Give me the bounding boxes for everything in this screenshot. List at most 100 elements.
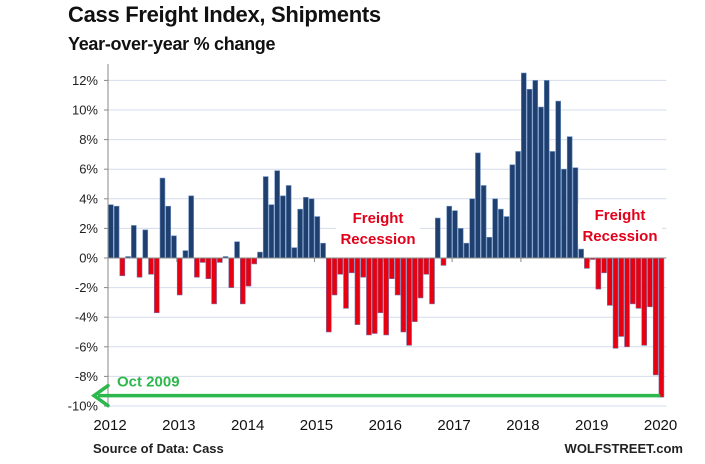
bar: [457, 228, 464, 259]
annotation-text: Freight: [353, 210, 404, 227]
chart-subtitle: Year-over-year % change: [68, 34, 276, 54]
bar: [205, 257, 212, 280]
bar: [584, 257, 590, 269]
y-tick-label: -4%: [75, 310, 99, 325]
bar: [561, 168, 567, 259]
annotation-background: [578, 204, 662, 244]
bar: [652, 257, 659, 376]
bar: [159, 177, 166, 259]
bar: [148, 257, 154, 275]
bar: [343, 257, 349, 309]
bar: [469, 198, 475, 259]
y-tick-label: 10%: [72, 103, 98, 118]
bar: [521, 72, 527, 259]
bar: [612, 257, 619, 349]
bar: [601, 257, 607, 274]
bar: [383, 257, 389, 336]
bar: [509, 164, 516, 259]
x-tick-label: 2013: [162, 417, 195, 434]
arrow-head-icon: [90, 383, 110, 408]
y-tick-label: -8%: [75, 369, 99, 384]
bar: [629, 257, 636, 305]
bar: [446, 205, 453, 259]
y-tick-label: -2%: [75, 280, 99, 295]
bar: [199, 257, 206, 263]
bar: [262, 176, 269, 259]
bar: [188, 195, 194, 259]
y-axis-ticks: 12% 10% 8% 6% 4% 2% 0% -2% -4% -6% -8% -10%: [68, 73, 108, 414]
annotation-text: Freight: [595, 207, 646, 224]
bar: [337, 257, 344, 275]
bar: [434, 217, 441, 259]
x-tick-label: 2016: [369, 417, 402, 434]
annotation-text: Recession: [582, 228, 657, 245]
bar: [578, 248, 584, 259]
x-tick-label: 2020: [644, 417, 677, 434]
y-tick-label: 0%: [79, 251, 98, 266]
bar: [498, 208, 504, 259]
bar: [526, 88, 533, 259]
bar: [320, 242, 326, 259]
bar: [257, 251, 263, 259]
bar: [217, 257, 223, 263]
bar: [463, 242, 470, 259]
bar: [354, 257, 361, 325]
bar: [326, 257, 332, 333]
bar: [377, 257, 384, 314]
bar: [452, 210, 458, 259]
bar: [480, 185, 487, 259]
freight-recession-annotation-2: Freight Recession: [578, 204, 662, 245]
bar: [182, 250, 189, 259]
x-tick-label: 2019: [575, 417, 608, 434]
bar: [412, 257, 418, 322]
bar: [647, 257, 653, 308]
bar: [240, 257, 246, 305]
bar: [136, 257, 143, 278]
bar: [440, 257, 447, 266]
bar: [280, 195, 286, 259]
annotation-background: [336, 207, 420, 247]
bar: [291, 247, 298, 259]
bar: [360, 257, 366, 278]
bar: [176, 257, 183, 296]
bar: [475, 152, 481, 259]
bar: [314, 216, 321, 259]
y-tick-label: 4%: [79, 191, 98, 206]
bar: [658, 257, 665, 398]
bar: [131, 225, 137, 259]
bar: [595, 257, 602, 290]
bar: [245, 257, 252, 287]
bar: [348, 257, 355, 274]
bar: [624, 257, 630, 348]
bar: [153, 257, 160, 314]
y-tick-label: 6%: [79, 162, 98, 177]
bar: [572, 167, 579, 259]
bar: [486, 236, 493, 259]
bar: [389, 257, 395, 280]
annotation-text: Recession: [340, 231, 415, 248]
y-tick-label: 8%: [79, 132, 98, 147]
bar: [113, 205, 120, 259]
bar: [607, 257, 613, 306]
bar: [566, 136, 573, 259]
bar: [194, 257, 200, 278]
bar: [538, 106, 544, 259]
bar: [234, 241, 240, 259]
bar: [635, 257, 642, 309]
bar: [268, 204, 275, 259]
bar: [297, 208, 303, 259]
bar: [108, 204, 114, 259]
bar: [503, 216, 510, 259]
arrow-label: Oct 2009: [117, 374, 180, 391]
x-tick-label: 2012: [93, 417, 126, 434]
bar: [331, 257, 338, 296]
bar: [618, 257, 625, 337]
bar: [549, 151, 556, 259]
x-axis-ticks: 2012 2013 2014 2015 2016 2017 2018 2019 2020: [93, 258, 677, 434]
oct-2009-arrow: Oct 2009: [90, 374, 661, 408]
bar: [555, 100, 561, 259]
x-tick-label: 2015: [300, 417, 333, 434]
bar: [515, 151, 521, 259]
annotations: Freight Recession Freight Recession Oct 2009: [90, 204, 662, 408]
